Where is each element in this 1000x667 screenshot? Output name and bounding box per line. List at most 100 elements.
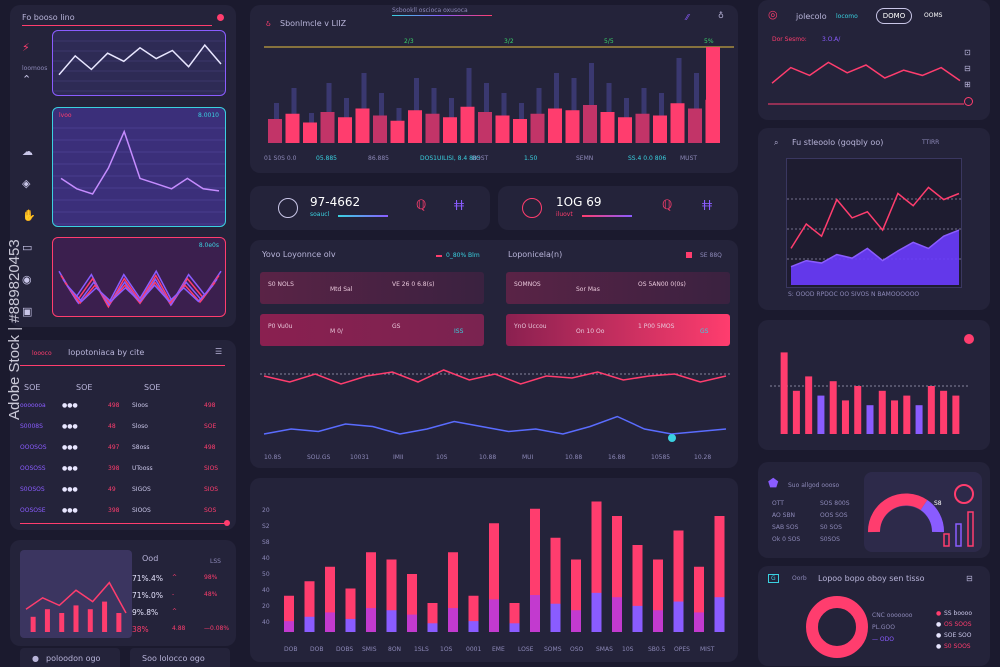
bottom-bar[interactable]	[591, 501, 602, 633]
bottom-bar[interactable]	[284, 595, 294, 632]
top-bar-chart[interactable]: 2/3 3/2 5/5 5%	[264, 33, 734, 153]
right-top-line-chart[interactable]	[768, 48, 964, 108]
mid-line-chart[interactable]	[260, 354, 730, 450]
top-bar[interactable]	[600, 112, 615, 143]
bottom-bar[interactable]	[550, 537, 561, 632]
mid-card[interactable]: YnO Uccou On 10 Oo 1 P00 5MOS GS	[506, 314, 730, 346]
bottom-bar[interactable]	[345, 588, 356, 633]
right-bar-bar[interactable]	[805, 376, 813, 434]
bottom-bar-chart[interactable]: 20 S2 S8 40 50 40 20 40	[260, 482, 730, 642]
top-bar[interactable]	[635, 113, 650, 143]
bottom-bar[interactable]	[612, 516, 622, 632]
mini-bar-bar[interactable]	[116, 613, 122, 632]
card-icon[interactable]: ▭	[22, 241, 33, 254]
top-bar[interactable]	[285, 113, 300, 143]
gauge-card[interactable]: S8	[864, 472, 982, 552]
top-bar[interactable]	[495, 115, 510, 144]
top-bar[interactable]	[425, 113, 440, 143]
pie-expand-icon[interactable]: ⊟	[966, 574, 973, 583]
top-bar[interactable]	[478, 112, 492, 143]
right-bar-bar[interactable]	[891, 400, 899, 434]
box-icon[interactable]: ▣	[22, 305, 33, 318]
top-bar-highlight[interactable]	[706, 47, 720, 143]
top-bar[interactable]	[355, 108, 370, 144]
right-bar-bar[interactable]	[854, 386, 862, 434]
mid-card[interactable]: SOMNOS Sor Mas OS 5AN00 0(0s)	[506, 272, 730, 304]
top-bar[interactable]	[530, 113, 545, 143]
mini-chart-1[interactable]	[52, 30, 226, 96]
bag-icon[interactable]: ⊡	[964, 48, 971, 57]
mini-chart-2[interactable]: lvoo 8.0010	[52, 107, 226, 227]
alert-dot[interactable]	[964, 97, 973, 106]
bottom-bar[interactable]	[694, 566, 704, 632]
bottom-bar[interactable]	[468, 595, 479, 632]
top-bar[interactable]	[583, 105, 597, 143]
kpi-right-icon-b[interactable]: ǂǂ	[702, 198, 713, 211]
top-bar[interactable]	[460, 106, 475, 143]
bottom-bar[interactable]	[530, 508, 540, 632]
mini-bar-bar[interactable]	[30, 616, 36, 632]
mini-bar-bar[interactable]	[73, 605, 79, 632]
chat-icon[interactable]: ⊞	[964, 80, 971, 89]
right-bar-bar[interactable]	[903, 395, 911, 434]
domo-button[interactable]: DOMO	[876, 8, 912, 24]
right-bar-bar[interactable]	[780, 352, 788, 434]
left-footer-2[interactable]: Soo lolocco ogo	[130, 648, 230, 667]
signal-icon[interactable]: ⁄⁄	[686, 13, 689, 22]
gauge-shield-icon[interactable]	[954, 484, 974, 504]
top-bar[interactable]	[513, 119, 527, 143]
kpi-left-icon-a[interactable]: ℚ	[416, 198, 427, 213]
record-dot[interactable]	[217, 14, 224, 21]
top-bar[interactable]	[390, 120, 405, 143]
search-icon[interactable]: ⌕	[774, 138, 779, 147]
top-bar[interactable]	[373, 115, 387, 144]
right-bar-bar[interactable]	[817, 395, 825, 434]
mini-bar-bar[interactable]	[87, 609, 93, 632]
bottom-bar[interactable]	[366, 552, 376, 632]
right-bar-bar[interactable]	[927, 386, 935, 434]
right-bar-chart[interactable]	[770, 330, 970, 442]
arrow-icon[interactable]: ⌃	[22, 73, 32, 86]
mini-area-chart[interactable]	[20, 550, 132, 638]
top-bar[interactable]	[670, 103, 685, 143]
bottom-bar[interactable]	[304, 581, 315, 632]
right-bar-bar[interactable]	[792, 390, 800, 434]
right-bar-bar[interactable]	[866, 405, 874, 434]
tag-icon[interactable]: ◈	[22, 177, 31, 190]
bottom-bar[interactable]	[386, 559, 397, 633]
bottom-bar[interactable]	[489, 523, 499, 632]
top-bar[interactable]	[408, 110, 422, 143]
bottom-bar[interactable]	[509, 603, 520, 632]
top-bar[interactable]	[653, 115, 667, 144]
right-bar-bar[interactable]	[915, 405, 923, 434]
lightning-icon[interactable]: ⚡	[22, 41, 30, 54]
mini-bar-bar[interactable]	[59, 613, 65, 632]
kpi-right-icon-a[interactable]: ℚ	[662, 198, 673, 213]
top-bar[interactable]	[338, 117, 352, 143]
top-bar[interactable]	[548, 108, 562, 144]
pie-chart[interactable]	[802, 592, 872, 662]
right-bar-bar[interactable]	[841, 400, 849, 434]
right-bar-bar[interactable]	[952, 395, 960, 434]
bottom-bar[interactable]	[571, 559, 581, 633]
top-bar[interactable]	[320, 112, 335, 143]
mini-bar-bar[interactable]	[44, 609, 50, 632]
top-bar[interactable]	[565, 110, 580, 143]
top-bar[interactable]	[303, 122, 317, 144]
record-dot[interactable]	[964, 334, 974, 344]
pie-ring[interactable]	[806, 596, 868, 658]
lock-icon[interactable]: ⊟	[964, 64, 971, 73]
mini-chart-3[interactable]: 8.0e0s	[52, 237, 226, 317]
right-bar-bar[interactable]	[940, 390, 948, 434]
left-footer-1[interactable]: ● poloodon ogo	[20, 648, 120, 667]
right-bar-bar[interactable]	[829, 381, 837, 434]
bottom-bar[interactable]	[673, 530, 684, 633]
record-dot[interactable]	[224, 520, 230, 526]
bottom-bar[interactable]	[632, 545, 643, 632]
bottom-bar[interactable]	[714, 516, 725, 632]
bottom-bar[interactable]	[448, 552, 458, 632]
menu-icon[interactable]: ☰	[215, 347, 223, 356]
bulb-icon[interactable]: ♁	[718, 11, 724, 20]
top-tab[interactable]: Ssbookll oscioca oxusoca	[392, 7, 468, 14]
bottom-bar[interactable]	[427, 603, 438, 632]
